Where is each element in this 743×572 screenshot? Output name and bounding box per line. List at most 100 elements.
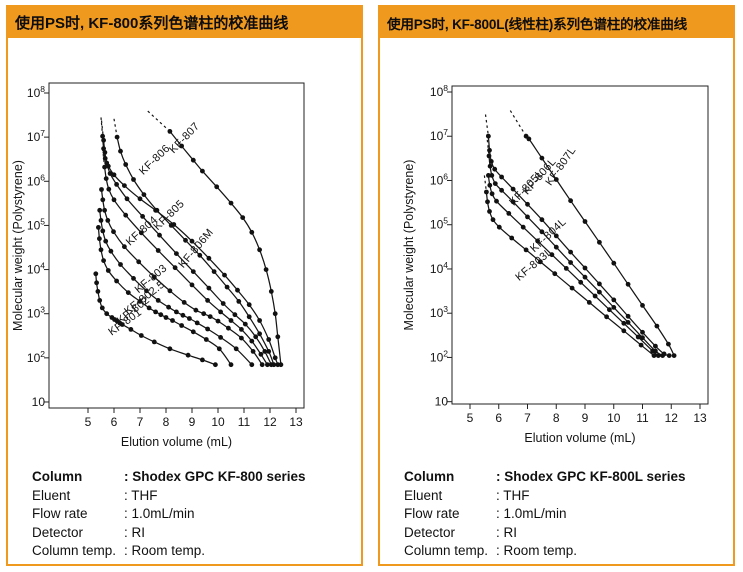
data-point (569, 285, 575, 291)
data-point (563, 266, 569, 271)
data-point (180, 312, 186, 318)
data-point (200, 168, 205, 174)
data-point (272, 311, 278, 317)
data-point (257, 331, 262, 337)
data-point (592, 293, 598, 299)
data-point (102, 164, 107, 170)
y-tick-label: 105 (27, 216, 45, 232)
data-point (119, 322, 125, 327)
info-value: : Room temp. (124, 543, 206, 558)
data-point (122, 183, 127, 189)
data-point (181, 300, 187, 305)
data-point (108, 248, 114, 254)
info-label: Column (404, 469, 455, 484)
data-point (170, 318, 175, 323)
data-point (538, 259, 543, 265)
data-point (499, 187, 504, 193)
curve-dash-KF-803L (483, 175, 487, 193)
data-point (611, 260, 617, 266)
info-value: : THF (124, 487, 158, 503)
x-tick-label: 10 (607, 411, 621, 425)
curve-dash-KF-806L (484, 114, 489, 137)
data-point (582, 265, 588, 271)
data-point (611, 297, 617, 303)
data-point (266, 337, 272, 342)
data-point (96, 225, 101, 230)
data-point (114, 182, 119, 187)
data-point (102, 207, 107, 213)
info-label: Eluent (32, 487, 71, 503)
data-point (246, 302, 252, 308)
data-point (146, 305, 152, 311)
data-point (549, 252, 555, 258)
info-label: Detector (32, 524, 84, 540)
data-point (262, 349, 268, 354)
y-tick-label: 106 (27, 172, 45, 188)
data-point (578, 279, 584, 285)
x-tick-label: 8 (553, 411, 560, 425)
data-point (539, 155, 545, 161)
plot-box (48, 82, 305, 409)
data-point (553, 177, 559, 182)
data-point (166, 304, 172, 310)
x-tick-label: 9 (189, 415, 196, 429)
x-tick-label: 12 (665, 411, 679, 425)
data-point (568, 249, 573, 255)
data-point (190, 269, 196, 274)
data-point (138, 333, 144, 338)
data-point (228, 318, 234, 323)
curve-KF-804 (103, 167, 268, 366)
x-tick-label: 11 (636, 411, 649, 425)
data-point (235, 287, 240, 293)
data-point (525, 201, 530, 207)
data-point (487, 147, 492, 153)
info-row-flow-rate: Flow rate: 1.0mL/min (404, 505, 727, 524)
data-point (510, 199, 516, 205)
curve-label-KF-806M: KF-806M (176, 227, 216, 271)
data-point (185, 352, 191, 358)
data-point (200, 357, 205, 363)
info-value: : RI (124, 524, 146, 540)
data-point (190, 157, 196, 163)
data-point (582, 219, 588, 224)
curve-dash-KF-807L (509, 110, 527, 137)
data-point (105, 268, 111, 273)
y-tick-label: 108 (27, 84, 45, 100)
data-point (102, 156, 108, 161)
data-point (232, 312, 238, 318)
data-point (122, 244, 127, 250)
data-point (509, 235, 515, 241)
x-axis-title: Elution volume (mL) (121, 435, 232, 449)
y-tick-label: 105 (430, 216, 448, 232)
data-point (189, 238, 195, 244)
y-tick-label: 103 (27, 305, 45, 321)
data-point (216, 346, 222, 352)
y-tick-label: 10 (32, 395, 46, 409)
x-tick-label: 13 (289, 415, 303, 429)
data-point (155, 248, 161, 253)
data-point (586, 300, 592, 305)
data-point (249, 229, 255, 235)
data-point (100, 197, 106, 203)
data-point (167, 129, 173, 134)
data-point (278, 362, 284, 368)
data-point (222, 272, 227, 278)
data-point (494, 198, 499, 204)
data-point (157, 232, 162, 238)
data-point (666, 353, 672, 358)
data-point (597, 289, 602, 295)
data-point (206, 255, 212, 261)
data-point (520, 224, 526, 230)
y-axis-title: Molecular weight (Polystyrene) (402, 160, 416, 331)
data-point (625, 281, 631, 287)
data-point (124, 196, 130, 202)
data-point (205, 298, 211, 303)
data-point (105, 218, 111, 223)
info-value: : Shodex GPC KF-800 series (124, 469, 306, 484)
data-point (154, 207, 160, 213)
data-point (492, 181, 498, 187)
x-tick-label: 11 (238, 415, 251, 429)
info-label: Flow rate (404, 506, 460, 521)
x-tick-label: 10 (211, 415, 225, 429)
data-point (496, 224, 502, 230)
